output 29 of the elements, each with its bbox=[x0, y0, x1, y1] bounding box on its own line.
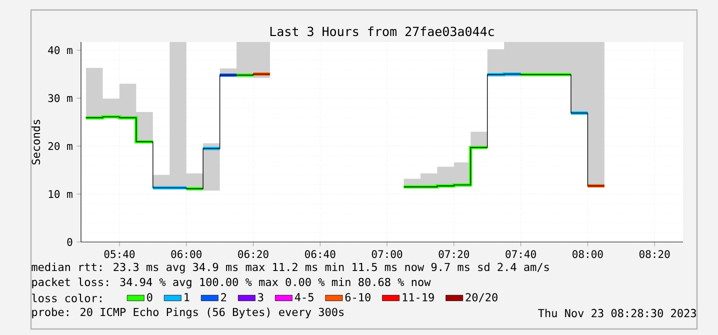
y-tick-label: 40 m bbox=[48, 46, 72, 54]
text: packet loss: 34.94 % avg 100.00 % max 0.00 % min 80.68 % now bbox=[32, 278, 431, 288]
legend-label: 1 bbox=[184, 293, 190, 302]
x-tick-label: 07:40 bbox=[506, 250, 536, 258]
y-tick-label: 30 m bbox=[48, 94, 72, 102]
legend-label: 0 bbox=[147, 293, 152, 302]
x-tick-label: 07:00 bbox=[372, 250, 402, 258]
legend-label: 6-10 bbox=[345, 293, 370, 302]
chart-title: Last 3 Hours from 27fae03a044c bbox=[270, 26, 494, 36]
text: probe: 20 ICMP Echo Pings (56 Bytes) every 300s bbox=[32, 308, 344, 318]
text: Thu Nov 23 08:28:30 2023 bbox=[538, 308, 696, 318]
x-tick-label: 07:20 bbox=[438, 250, 470, 258]
legend-label: 11-19 bbox=[402, 293, 434, 302]
x-tick-label: 06:00 bbox=[171, 250, 202, 258]
text: median rtt: 23.3 ms avg 34.9 ms max 11.2 ms min 11.5 ms now 9.7 ms sd 2.4 am/s bbox=[32, 262, 549, 274]
x-tick-label: 05:40 bbox=[104, 250, 135, 258]
legend-label: 2 bbox=[221, 293, 226, 302]
y-tick-label: 0 bbox=[67, 238, 72, 246]
y-tick-label: 10 m bbox=[48, 190, 72, 198]
x-tick-label: 06:20 bbox=[238, 250, 268, 258]
legend-label: 20/20 bbox=[466, 293, 498, 302]
x-tick-label: 08:00 bbox=[572, 250, 603, 258]
x-tick-label: 06:40 bbox=[305, 250, 336, 258]
legend-label: 3 bbox=[258, 293, 264, 302]
x-tick-label: 08:20 bbox=[639, 250, 670, 258]
y-tick-label: 20 m bbox=[48, 142, 72, 150]
legend-title: loss color: bbox=[32, 294, 102, 302]
y-axis-title: Seconds bbox=[32, 120, 40, 164]
legend-label: 4-5 bbox=[294, 293, 314, 302]
